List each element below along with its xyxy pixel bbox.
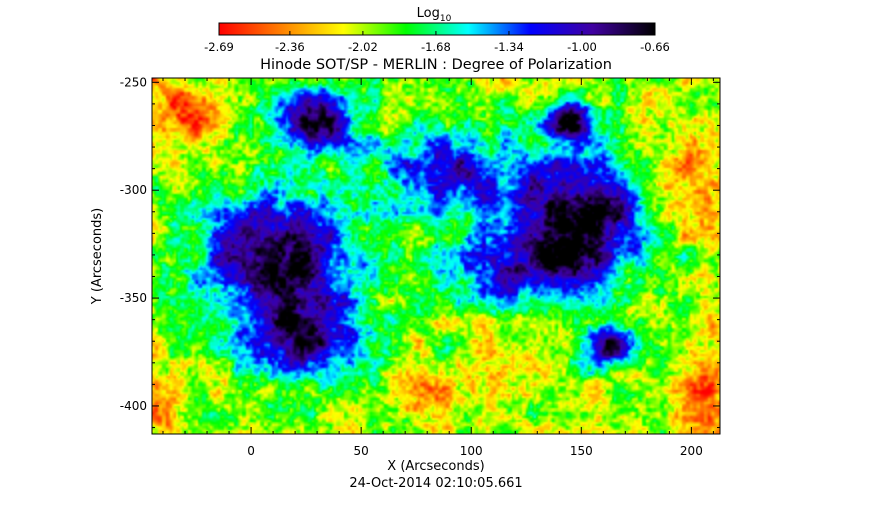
y-tick-label: -300 (120, 183, 147, 197)
plot-frame (151, 77, 721, 435)
y-tick-label: -400 (120, 399, 147, 413)
colorbar-tick-label: -1.00 (567, 40, 597, 54)
x-tick-label: 50 (354, 444, 369, 458)
colorbar-ticks: -2.69 -2.36 -2.02 -1.68 -1.34 -1.00 -0.66 (204, 31, 670, 54)
x-tick-label: 0 (247, 444, 255, 458)
colorbar: Log10 -2.69 -2.36 -2.02 -1.68 -1.34 -1.00 -0.6… (204, 6, 670, 54)
x-tick-label: 200 (680, 444, 703, 458)
colorbar-label: Log10 (417, 6, 452, 24)
y-axis: -250 -300 -350 -400 (120, 75, 720, 429)
x-tick-label: 100 (460, 444, 483, 458)
polarization-heatmap (152, 78, 720, 434)
colorbar-tick-label: -1.68 (421, 40, 451, 54)
colorbar-tick-label: -2.36 (275, 40, 305, 54)
colorbar-gradient (218, 22, 656, 36)
y-tick-label: -350 (120, 291, 147, 305)
x-axis-label: X (Arcseconds) (387, 459, 484, 474)
colorbar-tick-label: -0.66 (640, 40, 670, 54)
y-axis-label: Y (Arcseconds) (90, 208, 105, 305)
y-tick-label: -250 (120, 75, 147, 89)
timestamp: 24-Oct-2014 02:10:05.661 (349, 476, 522, 491)
colorbar-tick-label: -2.02 (348, 40, 378, 54)
colorbar-tick-label: -2.69 (204, 40, 234, 54)
x-tick-label: 150 (570, 444, 593, 458)
chart-title: Hinode SOT/SP - MERLIN : Degree of Polar… (260, 57, 612, 73)
colorbar-tick-label: -1.34 (494, 40, 524, 54)
plot-area: 0 50 100 150 200 -250 -300 -350 -400 (120, 75, 721, 458)
x-axis: 0 50 100 150 200 (162, 78, 714, 458)
